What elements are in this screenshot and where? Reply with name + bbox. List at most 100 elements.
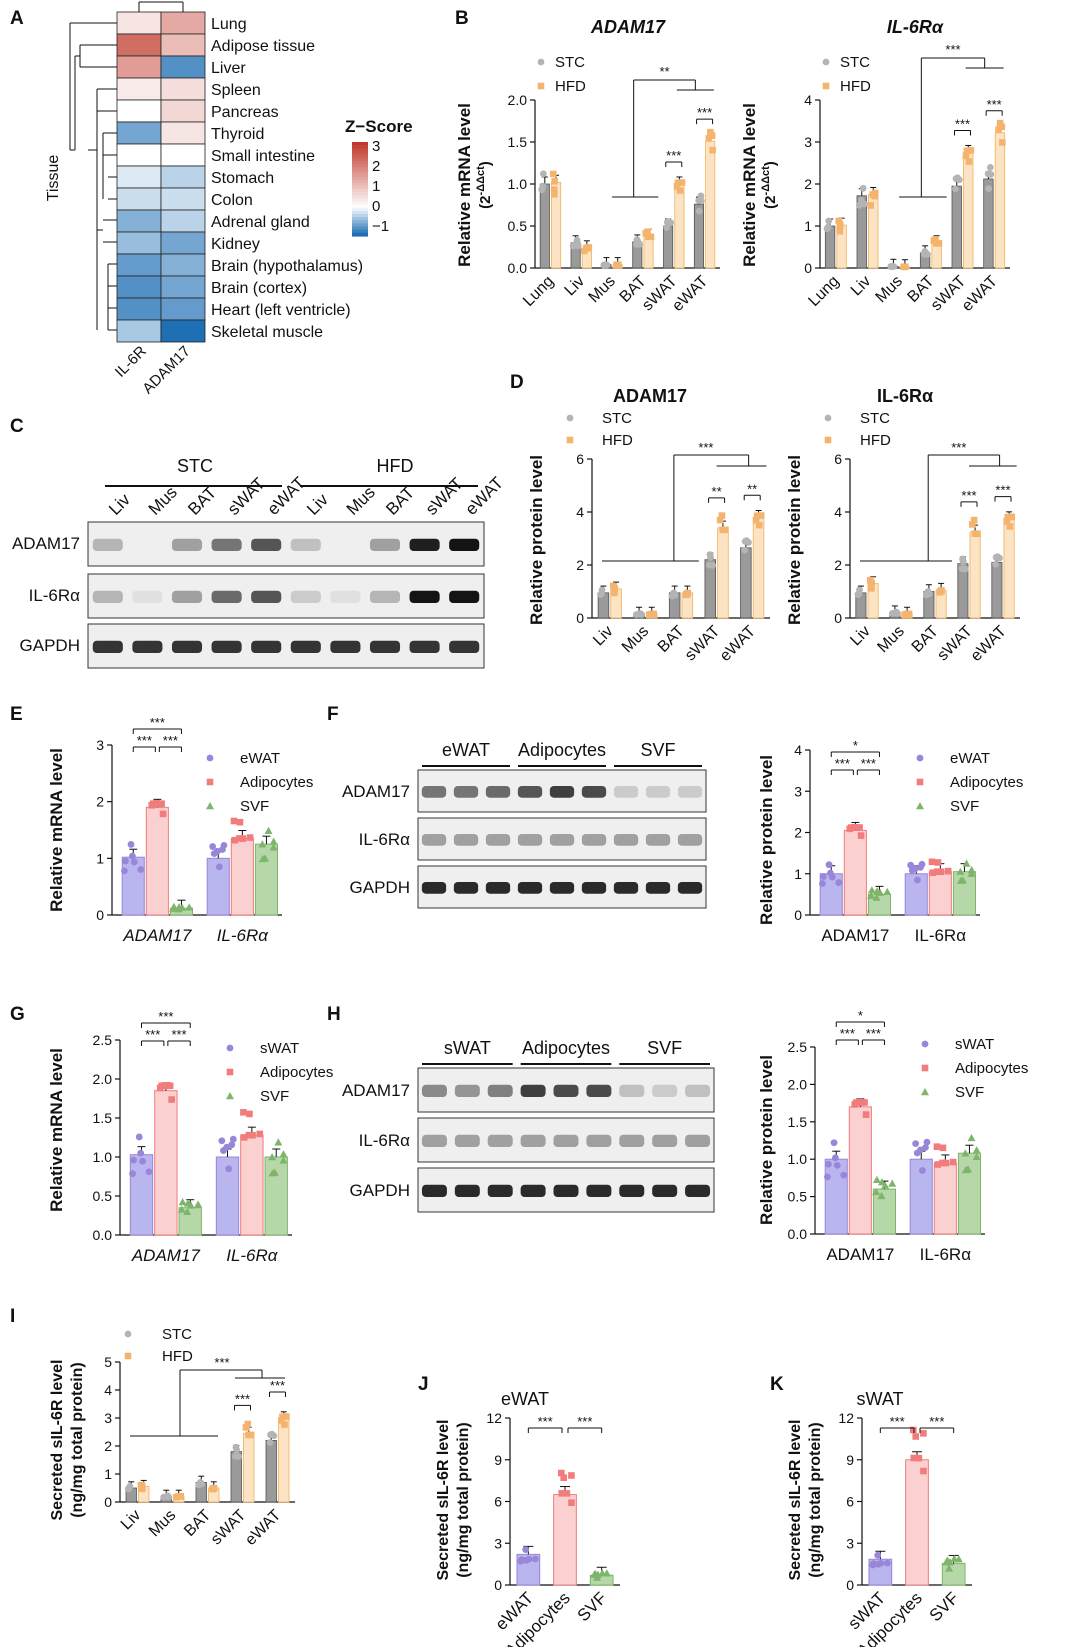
tissue-label: Skeletal muscle [211,324,323,341]
sig-swat-stars: *** [961,488,976,503]
y-axis-unit: (ng/mg total protein) [807,1422,824,1578]
panel-h-point [939,1159,946,1167]
panel-d-chart-0-category-label: Liv [590,623,616,649]
legend-gradient-step [352,173,368,178]
legend-label-stc: STC [162,1326,192,1343]
blot-row-label: GAPDH [350,1181,410,1200]
panel-g-point [225,1165,233,1173]
panel-i-chart-bar-hfd [278,1417,290,1503]
panel-f-point [819,880,826,887]
sig-swat-stars: *** [955,117,970,132]
panel-c-blot-1-band [251,590,282,604]
panel-b-chart-0-bar-hfd [643,235,654,269]
heatmap-cell [116,253,162,277]
panel-d-chart-1-category-label: Liv [847,623,873,649]
panel-c-blot-2-band [171,640,203,654]
panel-h-point [934,1161,942,1168]
panel-b-chart-1-category-label: Lung [805,273,842,310]
panel-e-point [258,840,267,848]
panel-c-blot-2-band [290,640,321,654]
panel-d-chart-0-bar-hfd [717,527,729,619]
panel-d-chart-1-point-hfd [1004,513,1012,521]
panel-b-chart-1-point-stc [954,174,961,182]
heatmap-cell [116,209,162,233]
panel-b-chart-0-point-stc [538,185,546,193]
legend-gradient-step [352,226,368,231]
panel-e-point [215,863,223,871]
panel-k-point [950,1554,959,1562]
panel-d-chart-1-point-hfd [1003,518,1011,525]
panel-d-chart-0-point-stc [741,546,748,554]
chart-title: IL-6Rα [877,386,933,406]
panel-h-point [913,1149,921,1157]
panel-letter: F [327,704,339,725]
legend-marker-hfd [824,436,832,444]
panel-h-point [888,1179,897,1187]
legend-gradient-step [352,176,368,181]
panel-c-blot-2-band [251,640,282,654]
panel-h-tick-label: 1.5 [788,1114,808,1130]
y-axis-label: Relative protein level [785,455,804,625]
panel-e-legend-marker [206,802,214,810]
panel-f-bar [843,829,867,916]
panel-j-point [558,1469,565,1477]
panel-f-blot-0-band [677,785,703,798]
panel-d-chart-0-point-hfd [718,512,726,519]
panel-c-blot-0-band [449,538,480,552]
panel-h-blot-1-band [520,1134,546,1148]
panel-g-legend-label: SVF [260,1088,289,1105]
panel-b-chart-1-point-stc [825,217,833,225]
panel-e-legend-label: SVF [240,798,269,815]
legend-label-stc: STC [860,410,890,427]
panel-d-chart-0-tick-label: 4 [576,504,584,520]
heatmap-cell [160,55,206,79]
panel-i-chart-point-hfd [278,1417,285,1424]
panel-b-chart-1-tick-label: 1 [804,218,812,234]
panel-c-blot-2-band [369,640,401,654]
panel-h-blot-2-band [454,1184,480,1198]
panel-d-chart-1-bar-stc [991,561,1003,619]
legend-gradient-step [352,210,368,215]
legend-label-hfd: HFD [860,432,891,449]
sig-swat-stars: *** [666,148,681,163]
panel-g-point [246,1110,253,1118]
panel-b-chart-0-point-hfd [551,178,558,185]
legend-gradient-step [352,195,368,199]
panel-h-legend-label: sWAT [955,1036,994,1053]
y-axis-label: Secreted sIL-6R level [435,1420,452,1581]
panel-k-title: sWAT [857,1389,904,1409]
panel-f-point [907,861,915,869]
panel-k-point [910,1454,918,1462]
y-axis-label: Relative mRNA level [740,103,759,267]
panel-k-point [915,1454,923,1462]
panel-b-chart-0-point-hfd [550,186,558,194]
blot-group-label: SVF [640,740,675,760]
panel-k-point [920,1430,927,1437]
panel-h-blot-0-band [586,1084,612,1098]
panel-f-point [835,879,843,886]
panel-d-chart-0-point-stc [670,589,677,597]
panel-g-point [274,1138,283,1146]
legend-gradient-step [352,154,368,159]
panel-b-chart-0-category-label: eWAT [669,273,711,315]
legend-gradient-step [352,163,368,168]
legend-gradient-step [352,157,368,162]
panel-j-point [563,1490,571,1497]
y-axis-label: Relative mRNA level [47,748,66,912]
panel-f-blot-0-band [581,785,607,798]
legend-gradient-step [352,170,368,174]
panel-b-chart-1-point-stc [859,184,867,192]
heatmap-cell [116,275,162,299]
panel-c-blot-2-band [330,640,361,654]
tissue-label: Kidney [211,236,260,253]
panel-e-point [130,858,138,866]
panel-f-blot-1-band [517,833,543,846]
panel-e-point [209,843,217,850]
panel-b-chart-1-point-stc [888,262,896,270]
panel-g-bar [240,1134,264,1236]
panel-f-blot-2-band [645,881,671,894]
panel-i-chart-point-hfd [242,1424,250,1431]
panel-e-bar [145,806,169,916]
